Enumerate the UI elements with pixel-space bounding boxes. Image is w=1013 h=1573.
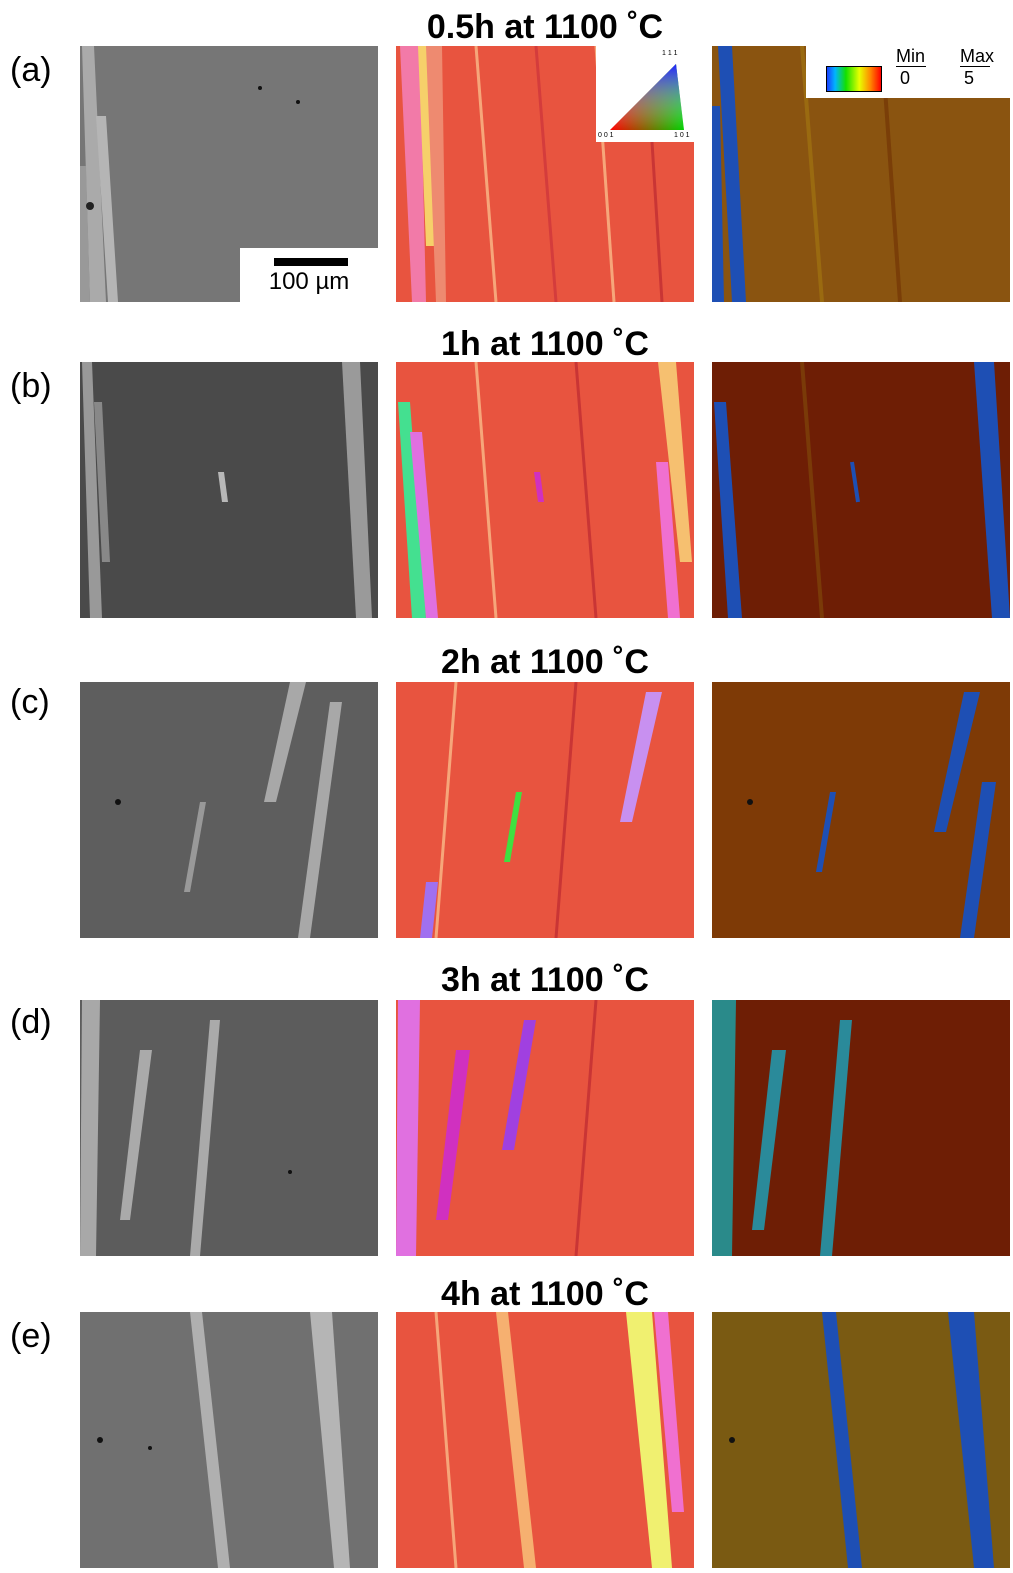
sem-image-a: 100 µm (80, 46, 378, 302)
kam-map-d (712, 1000, 1010, 1256)
panel-title-c: 2h at 1100 ˚C (441, 643, 649, 681)
kam-map-a: Min 0 Max 5 (712, 46, 1010, 302)
kam-min-value: 0 (900, 68, 911, 88)
scale-bar-label: 100 µm (268, 268, 350, 295)
kam-min-label: Min (896, 46, 926, 66)
panel-title-e: 4h at 1100 ˚C (441, 1275, 649, 1313)
kam-max-label: Max (960, 46, 995, 66)
ipf-map-c (396, 682, 694, 938)
kam-legend: Min 0 Max 5 (806, 46, 1010, 98)
panel-label-b: (b) (10, 367, 52, 405)
ipf-map-e (396, 1312, 694, 1568)
panel-label-e: (e) (10, 1317, 52, 1355)
panel-label-c: (c) (10, 683, 50, 721)
kam-map-c (712, 682, 1010, 938)
panel-title-d: 3h at 1100 ˚C (441, 961, 649, 999)
panel-title-b: 1h at 1100 ˚C (441, 325, 649, 363)
ipf-corner-111: 1 1 1 (662, 50, 678, 57)
row-a: (a) 0.5h at 1100 ˚C 100 µm (0, 0, 1013, 302)
scale-bar-line (274, 258, 348, 266)
ipf-corner-101: 1 0 1 (674, 132, 690, 139)
kam-max-rule (960, 66, 990, 67)
kam-min-rule (896, 66, 926, 67)
ipf-map-d (396, 1000, 694, 1256)
kam-map-b (712, 362, 1010, 618)
ipf-map-b (396, 362, 694, 618)
kam-color-bar (826, 66, 882, 92)
panel-label-a: (a) (10, 51, 52, 89)
kam-map-e (712, 1312, 1010, 1568)
scale-bar: 100 µm (240, 248, 378, 302)
kam-max-value: 5 (964, 68, 975, 88)
sem-image-b (80, 362, 378, 618)
row-c: (c) 2h at 1100 ˚C (0, 636, 1013, 938)
panel-title-a: 0.5h at 1100 ˚C (426, 8, 664, 46)
row-d: (d) 3h at 1100 ˚C (0, 954, 1013, 1256)
row-b: (b) 1h at 1100 ˚C (0, 318, 1013, 618)
sem-image-d (80, 1000, 378, 1256)
sem-image-c (80, 682, 378, 938)
sem-image-e (80, 1312, 378, 1568)
ipf-color-key: 1 1 1 0 0 1 1 0 1 (596, 46, 694, 142)
ipf-map-a: 1 1 1 0 0 1 1 0 1 (396, 46, 694, 302)
ipf-corner-001: 0 0 1 (598, 132, 614, 139)
panel-label-d: (d) (10, 1003, 52, 1041)
row-e: (e) 4h at 1100 ˚C (0, 1268, 1013, 1568)
